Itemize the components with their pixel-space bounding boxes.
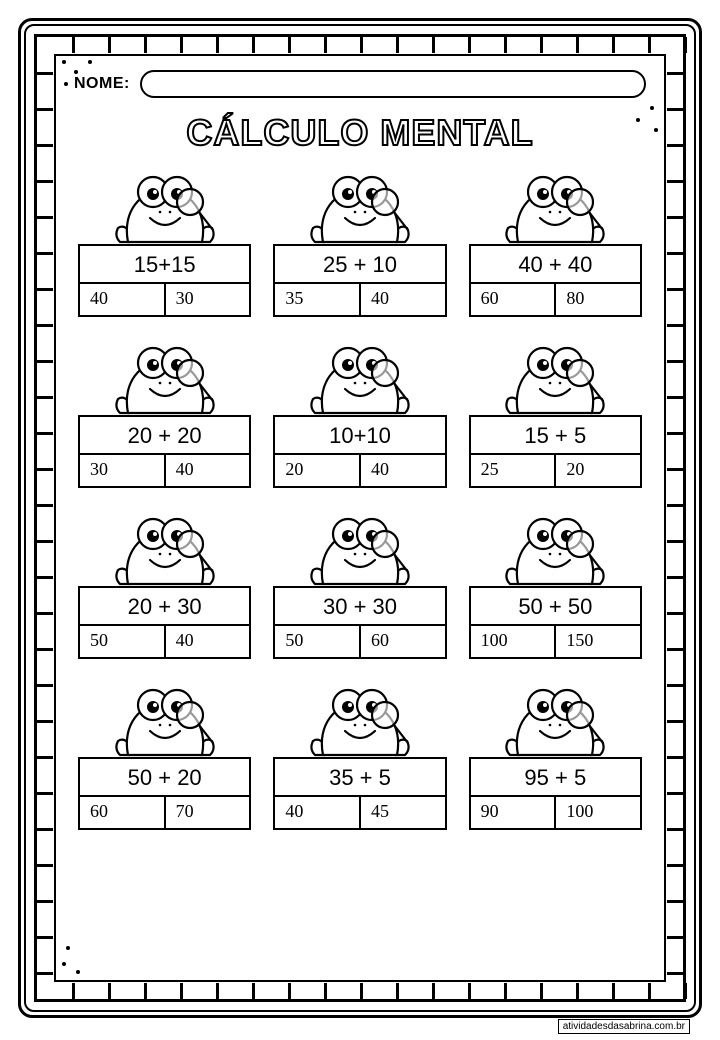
answer-option-right[interactable]: 40 bbox=[361, 455, 445, 486]
problem-expression: 15+15 bbox=[80, 246, 249, 284]
frog-mascot-icon bbox=[490, 343, 620, 417]
frog-mascot-icon bbox=[100, 685, 230, 759]
problem-card: 40 + 406080 bbox=[469, 172, 642, 317]
problem-card: 15+154030 bbox=[78, 172, 251, 317]
answer-option-left[interactable]: 90 bbox=[471, 797, 557, 828]
answer-row: 4030 bbox=[80, 284, 249, 315]
problem-expression: 50 + 50 bbox=[471, 588, 640, 626]
answer-option-right[interactable]: 70 bbox=[166, 797, 250, 828]
name-row: NOME: bbox=[74, 70, 646, 98]
problem-box: 20 + 305040 bbox=[78, 586, 251, 659]
problem-expression: 40 + 40 bbox=[471, 246, 640, 284]
frog-mascot-icon bbox=[100, 514, 230, 588]
answer-option-left[interactable]: 40 bbox=[80, 284, 166, 315]
problem-box: 50 + 206070 bbox=[78, 757, 251, 830]
answer-row: 6080 bbox=[471, 284, 640, 315]
problem-card: 95 + 590100 bbox=[469, 685, 642, 830]
problem-box: 30 + 305060 bbox=[273, 586, 446, 659]
problems-grid: 15+154030 25 + 103540 bbox=[74, 172, 646, 830]
frog-mascot-icon bbox=[295, 685, 425, 759]
answer-option-right[interactable]: 40 bbox=[166, 455, 250, 486]
answer-option-right[interactable]: 40 bbox=[361, 284, 445, 315]
problem-box: 95 + 590100 bbox=[469, 757, 642, 830]
problem-box: 10+102040 bbox=[273, 415, 446, 488]
problem-expression: 20 + 30 bbox=[80, 588, 249, 626]
problem-card: 25 + 103540 bbox=[273, 172, 446, 317]
problem-expression: 95 + 5 bbox=[471, 759, 640, 797]
answer-option-left[interactable]: 50 bbox=[80, 626, 166, 657]
frog-mascot-icon bbox=[295, 172, 425, 246]
answer-option-right[interactable]: 40 bbox=[166, 626, 250, 657]
answer-row: 6070 bbox=[80, 797, 249, 828]
problem-card: 10+102040 bbox=[273, 343, 446, 488]
problem-expression: 30 + 30 bbox=[275, 588, 444, 626]
problem-box: 40 + 406080 bbox=[469, 244, 642, 317]
frog-mascot-icon bbox=[100, 343, 230, 417]
answer-row: 5040 bbox=[80, 626, 249, 657]
name-label: NOME: bbox=[74, 75, 130, 93]
answer-option-right[interactable]: 20 bbox=[556, 455, 640, 486]
problem-expression: 15 + 5 bbox=[471, 417, 640, 455]
answer-row: 3040 bbox=[80, 455, 249, 486]
worksheet-content: NOME: CÁLCULO MENTAL 15+154030 bbox=[54, 54, 666, 982]
problem-card: 30 + 305060 bbox=[273, 514, 446, 659]
answer-option-left[interactable]: 60 bbox=[471, 284, 557, 315]
page-title: CÁLCULO MENTAL bbox=[74, 112, 646, 154]
frog-mascot-icon bbox=[490, 685, 620, 759]
problem-card: 20 + 203040 bbox=[78, 343, 251, 488]
problem-card: 35 + 54045 bbox=[273, 685, 446, 830]
frog-mascot-icon bbox=[100, 172, 230, 246]
answer-option-left[interactable]: 35 bbox=[275, 284, 361, 315]
problem-expression: 20 + 20 bbox=[80, 417, 249, 455]
answer-row: 4045 bbox=[275, 797, 444, 828]
answer-option-right[interactable]: 30 bbox=[166, 284, 250, 315]
answer-row: 5060 bbox=[275, 626, 444, 657]
answer-option-right[interactable]: 100 bbox=[556, 797, 640, 828]
answer-option-left[interactable]: 30 bbox=[80, 455, 166, 486]
answer-row: 90100 bbox=[471, 797, 640, 828]
credit-badge: atividadesdasabrina.com.br bbox=[558, 1019, 690, 1034]
problem-box: 25 + 103540 bbox=[273, 244, 446, 317]
problem-card: 50 + 50100150 bbox=[469, 514, 642, 659]
answer-row: 2520 bbox=[471, 455, 640, 486]
problem-box: 20 + 203040 bbox=[78, 415, 251, 488]
problem-expression: 50 + 20 bbox=[80, 759, 249, 797]
answer-option-right[interactable]: 45 bbox=[361, 797, 445, 828]
problem-box: 35 + 54045 bbox=[273, 757, 446, 830]
problem-box: 50 + 50100150 bbox=[469, 586, 642, 659]
problem-card: 20 + 305040 bbox=[78, 514, 251, 659]
problem-expression: 35 + 5 bbox=[275, 759, 444, 797]
answer-option-left[interactable]: 50 bbox=[275, 626, 361, 657]
answer-row: 3540 bbox=[275, 284, 444, 315]
problem-card: 15 + 52520 bbox=[469, 343, 642, 488]
answer-option-right[interactable]: 150 bbox=[556, 626, 640, 657]
problem-box: 15 + 52520 bbox=[469, 415, 642, 488]
answer-option-left[interactable]: 25 bbox=[471, 455, 557, 486]
answer-option-left[interactable]: 40 bbox=[275, 797, 361, 828]
answer-option-left[interactable]: 100 bbox=[471, 626, 557, 657]
answer-option-left[interactable]: 20 bbox=[275, 455, 361, 486]
problem-expression: 10+10 bbox=[275, 417, 444, 455]
answer-row: 2040 bbox=[275, 455, 444, 486]
name-input-box[interactable] bbox=[140, 70, 646, 98]
answer-row: 100150 bbox=[471, 626, 640, 657]
frog-mascot-icon bbox=[295, 343, 425, 417]
answer-option-right[interactable]: 60 bbox=[361, 626, 445, 657]
problem-card: 50 + 206070 bbox=[78, 685, 251, 830]
frog-mascot-icon bbox=[490, 514, 620, 588]
problem-box: 15+154030 bbox=[78, 244, 251, 317]
problem-expression: 25 + 10 bbox=[275, 246, 444, 284]
answer-option-left[interactable]: 60 bbox=[80, 797, 166, 828]
frog-mascot-icon bbox=[490, 172, 620, 246]
frog-mascot-icon bbox=[295, 514, 425, 588]
answer-option-right[interactable]: 80 bbox=[556, 284, 640, 315]
